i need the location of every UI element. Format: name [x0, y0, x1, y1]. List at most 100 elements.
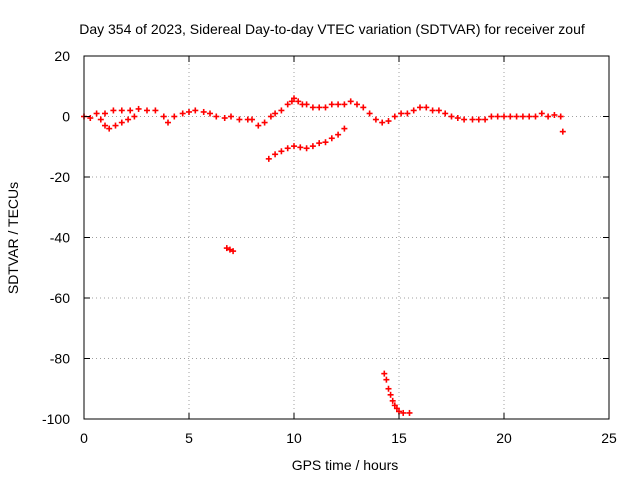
data-point	[228, 113, 234, 120]
data-point	[322, 139, 329, 146]
data-point	[328, 135, 335, 142]
data-point	[435, 107, 442, 114]
data-point	[261, 119, 268, 126]
x-tick-label: 25	[601, 430, 617, 446]
data-point	[551, 111, 558, 118]
data-point	[417, 104, 423, 111]
y-tick-label: 20	[54, 48, 70, 64]
data-point	[112, 122, 119, 129]
data-point	[249, 116, 255, 123]
data-point	[125, 116, 132, 123]
data-point	[526, 113, 533, 120]
data-point	[469, 116, 476, 123]
data-point	[347, 98, 354, 105]
data-point	[322, 104, 329, 111]
data-point	[328, 101, 335, 108]
y-tick-label: -100	[42, 411, 70, 427]
data-point	[255, 122, 262, 129]
data-point	[102, 122, 108, 129]
data-point	[393, 405, 400, 412]
x-tick-label: 15	[391, 430, 407, 446]
data-point	[442, 110, 449, 117]
data-point	[192, 107, 199, 114]
data-point	[309, 143, 316, 150]
data-point	[278, 107, 285, 114]
data-point	[236, 116, 243, 123]
data-point	[221, 115, 228, 122]
data-point	[223, 245, 230, 252]
data-point	[429, 107, 436, 114]
x-tick-label: 10	[286, 430, 302, 446]
data-point	[207, 110, 213, 117]
data-point	[160, 113, 167, 120]
data-point	[297, 144, 304, 151]
data-point	[448, 113, 455, 120]
data-point	[475, 116, 482, 123]
data-point	[335, 131, 342, 138]
data-point	[494, 113, 501, 120]
data-point	[288, 98, 295, 105]
data-point	[118, 119, 125, 126]
data-point	[383, 376, 390, 383]
data-point	[131, 113, 138, 120]
x-tick-label: 0	[80, 430, 88, 446]
data-point	[379, 119, 386, 126]
data-point	[291, 143, 297, 150]
data-point	[381, 370, 388, 377]
data-point	[284, 145, 291, 152]
data-point	[501, 113, 507, 120]
data-point	[366, 110, 373, 117]
data-point	[454, 115, 461, 122]
data-point	[106, 125, 113, 132]
data-point	[179, 110, 186, 117]
data-point	[102, 110, 108, 117]
data-point	[532, 113, 539, 120]
data-point	[410, 107, 417, 114]
data-point	[171, 113, 178, 120]
data-point	[391, 113, 398, 120]
data-point	[93, 110, 100, 117]
data-point	[507, 113, 514, 120]
data-point	[97, 116, 104, 123]
data-point	[391, 402, 398, 409]
data-point	[538, 110, 545, 117]
data-point	[519, 113, 526, 120]
data-point	[295, 98, 302, 105]
data-point	[284, 101, 291, 108]
data-point	[461, 116, 468, 123]
data-point	[482, 116, 489, 123]
data-point	[360, 104, 367, 111]
data-point	[545, 113, 552, 120]
data-point	[265, 155, 272, 162]
data-point	[118, 107, 125, 114]
data-point	[385, 118, 392, 125]
data-point	[272, 151, 279, 158]
data-point	[398, 110, 405, 117]
data-point	[200, 108, 207, 115]
data-point	[513, 113, 520, 120]
data-point	[267, 113, 274, 120]
data-point	[186, 108, 192, 115]
y-tick-label: -40	[50, 230, 70, 246]
data-point	[144, 107, 150, 114]
data-point	[557, 113, 564, 120]
y-tick-label: -20	[50, 169, 70, 185]
data-point	[278, 148, 285, 155]
data-point	[291, 95, 297, 102]
data-point	[226, 246, 233, 253]
y-tick-label: -60	[50, 290, 70, 306]
x-tick-label: 20	[496, 430, 512, 446]
data-point	[309, 104, 316, 111]
data-point	[406, 409, 413, 416]
data-point	[87, 115, 94, 122]
data-point	[213, 113, 220, 120]
data-point	[272, 110, 279, 117]
data-point	[316, 140, 323, 147]
data-point	[335, 101, 342, 108]
data-point	[127, 107, 134, 114]
data-point	[488, 113, 495, 120]
data-point	[135, 105, 142, 112]
data-point	[341, 125, 348, 132]
axis-ticks: 0 5 10 15 20 25 -100 -80 -60 -40 -20 0 20	[42, 48, 617, 446]
